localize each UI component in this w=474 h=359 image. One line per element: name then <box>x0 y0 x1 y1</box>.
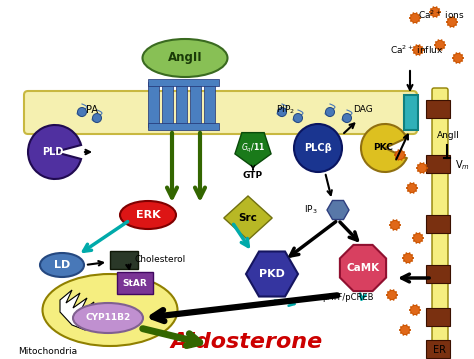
Bar <box>426 100 450 118</box>
Text: Mitochondria: Mitochondria <box>18 348 77 356</box>
Circle shape <box>388 290 396 299</box>
Text: Src: Src <box>238 213 257 223</box>
Text: PIP$_2$: PIP$_2$ <box>276 104 295 116</box>
Bar <box>148 123 219 130</box>
Circle shape <box>277 107 286 117</box>
Bar <box>404 95 418 130</box>
Text: DAG: DAG <box>353 106 373 115</box>
Text: AngII: AngII <box>168 51 202 65</box>
Circle shape <box>436 41 445 50</box>
Bar <box>176 82 187 127</box>
Bar <box>426 340 450 358</box>
Circle shape <box>418 163 427 173</box>
Text: V$_m$: V$_m$ <box>455 158 469 172</box>
Text: CaMK: CaMK <box>346 263 380 273</box>
Circle shape <box>403 253 412 262</box>
Text: pATF/pCREB: pATF/pCREB <box>322 294 374 303</box>
Text: StAR: StAR <box>123 279 147 288</box>
Bar <box>426 308 450 326</box>
Circle shape <box>395 150 404 159</box>
Bar <box>426 265 450 283</box>
Bar <box>426 215 450 233</box>
Ellipse shape <box>73 303 143 333</box>
Ellipse shape <box>143 39 228 77</box>
Text: IP$_3$: IP$_3$ <box>304 204 318 216</box>
Bar <box>110 251 138 269</box>
Ellipse shape <box>43 274 177 346</box>
Ellipse shape <box>120 201 176 229</box>
FancyBboxPatch shape <box>432 88 448 352</box>
Text: PLCβ: PLCβ <box>304 143 332 153</box>
Circle shape <box>78 107 86 117</box>
Text: AngII: AngII <box>437 131 459 140</box>
Circle shape <box>454 53 463 62</box>
Text: Aldosterone: Aldosterone <box>171 332 323 352</box>
Circle shape <box>326 107 335 117</box>
Ellipse shape <box>40 253 84 277</box>
FancyBboxPatch shape <box>24 91 417 134</box>
Text: PA: PA <box>86 105 98 115</box>
Polygon shape <box>340 245 386 291</box>
Circle shape <box>413 46 422 55</box>
Text: ERK: ERK <box>136 210 160 220</box>
Circle shape <box>343 113 352 122</box>
Circle shape <box>92 113 101 122</box>
Bar <box>204 82 215 127</box>
Text: Ca$^{2+}$ ions: Ca$^{2+}$ ions <box>418 9 465 21</box>
Text: $G_q$/11: $G_q$/11 <box>241 141 265 155</box>
Text: CYP11B2: CYP11B2 <box>85 313 131 322</box>
Circle shape <box>410 306 419 314</box>
Text: Cholesterol: Cholesterol <box>134 256 186 265</box>
Wedge shape <box>28 125 81 179</box>
Polygon shape <box>235 132 271 167</box>
Text: PKD: PKD <box>259 269 285 279</box>
Bar <box>148 79 219 86</box>
Polygon shape <box>224 196 272 240</box>
Text: AT1R: AT1R <box>173 138 199 147</box>
Bar <box>148 82 159 127</box>
Circle shape <box>410 14 419 23</box>
Wedge shape <box>361 124 407 172</box>
Text: GTP: GTP <box>243 171 263 180</box>
Text: PLD: PLD <box>42 147 64 157</box>
Polygon shape <box>60 290 106 330</box>
Text: PKC: PKC <box>373 144 393 153</box>
Circle shape <box>430 8 439 17</box>
Bar <box>426 155 450 173</box>
Circle shape <box>294 124 342 172</box>
Text: LD: LD <box>54 260 70 270</box>
Circle shape <box>447 18 456 27</box>
Bar <box>162 82 173 127</box>
Text: ER: ER <box>434 345 447 355</box>
Circle shape <box>413 233 422 242</box>
Circle shape <box>293 113 302 122</box>
Circle shape <box>408 183 417 192</box>
Circle shape <box>401 326 410 335</box>
Polygon shape <box>327 200 349 219</box>
Bar <box>190 82 201 127</box>
Text: Ca$^{2+}$ influx: Ca$^{2+}$ influx <box>390 44 443 56</box>
Circle shape <box>391 220 400 229</box>
Bar <box>117 272 153 294</box>
Polygon shape <box>246 252 298 297</box>
